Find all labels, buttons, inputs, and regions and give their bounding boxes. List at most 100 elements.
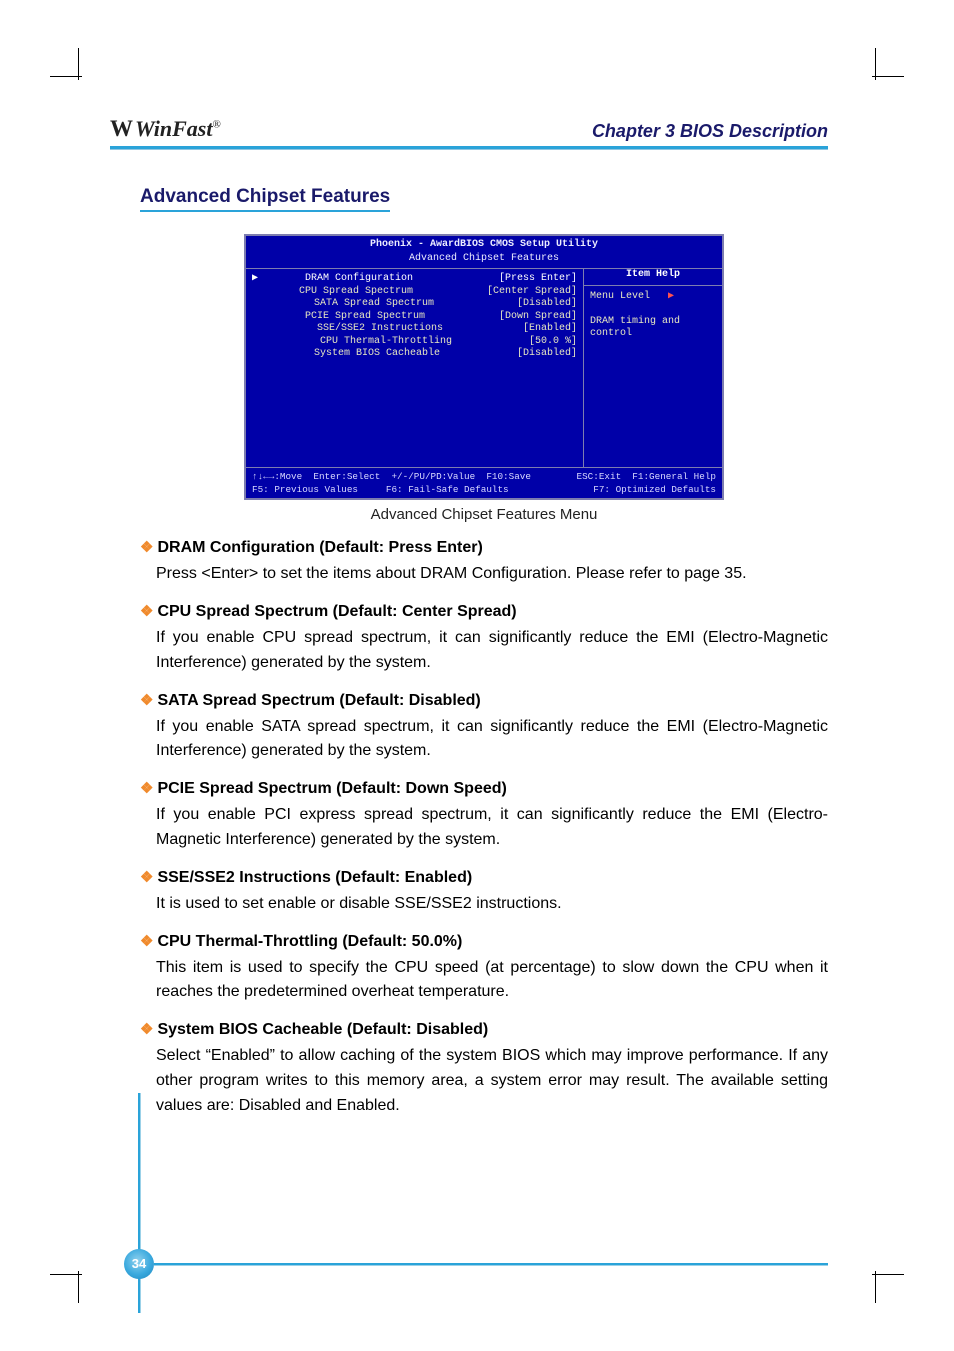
item-title: ❖CPU Thermal-Throttling (Default: 50.0%) [140,933,828,951]
item-title: ❖SSE/SSE2 Instructions (Default: Enabled… [140,869,828,887]
bios-row-value: [50.0 %] [529,336,577,349]
bios-help-line: DRAM timing and [590,316,716,329]
item-body: If you enable SATA spread spectrum, it c… [156,715,828,765]
bios-row-value: [Down Spread] [499,311,577,324]
bios-row-marker-icon [252,286,258,299]
bullet-diamond-icon: ❖ [140,1021,153,1039]
item-body: Select “Enabled” to allow caching of the… [156,1044,828,1118]
item-title: ❖SATA Spread Spectrum (Default: Disabled… [140,692,828,710]
bios-row-value: [Disabled] [517,348,577,361]
item-title-text: PCIE Spread Spectrum (Default: Down Spee… [157,780,506,798]
bios-row-label: SATA Spread Spectrum [314,298,464,311]
bios-row-marker-icon [252,348,258,361]
brand-logo: WWinFast® [110,116,221,142]
description-item: ❖DRAM Configuration (Default: Press Ente… [140,539,828,587]
bios-row-marker-icon [252,336,258,349]
bios-help-title: Item Help [584,269,722,286]
bios-row-label: System BIOS Cacheable [314,348,464,361]
bios-footer-right: F7: Optimized Defaults [593,484,716,496]
description-item: ❖SSE/SSE2 Instructions (Default: Enabled… [140,869,828,917]
page: WWinFast® Chapter 3 BIOS Description Adv… [0,0,954,1351]
bios-settings-panel: ▶ DRAM Configuration [Press Enter] CPU Sp… [246,269,584,467]
bios-row-label: DRAM Configuration [305,273,455,286]
item-body: It is used to set enable or disable SSE/… [156,892,828,917]
bios-title-1: Phoenix - AwardBIOS CMOS Setup Utility [246,236,722,253]
bullet-diamond-icon: ❖ [140,539,153,557]
bios-row-value: [Enabled] [523,323,577,336]
description-items: ❖DRAM Configuration (Default: Press Ente… [140,539,828,1118]
brand-name: WinFast [135,116,212,141]
crop-mark-br [848,1247,904,1303]
bios-footer-left: ↑↓←→:Move Enter:Select +/-/PU/PD:Value F… [252,471,577,483]
bullet-diamond-icon: ❖ [140,603,153,621]
item-title: ❖PCIE Spread Spectrum (Default: Down Spe… [140,780,828,798]
item-title: ❖System BIOS Cacheable (Default: Disable… [140,1021,828,1039]
bios-setting-row: ▶ DRAM Configuration [Press Enter] [252,273,577,286]
bios-caption: Advanced Chipset Features Menu [244,506,724,523]
description-item: ❖CPU Thermal-Throttling (Default: 50.0%)… [140,933,828,1006]
bullet-diamond-icon: ❖ [140,692,153,710]
content: Advanced Chipset Features Phoenix - Awar… [140,186,828,1119]
chapter-title: Chapter 3 BIOS Description [592,121,828,142]
bios-title-2: Advanced Chipset Features [246,253,722,269]
bullet-diamond-icon: ❖ [140,869,153,887]
item-title-text: CPU Thermal-Throttling (Default: 50.0%) [157,933,462,951]
item-body: If you enable PCI express spread spectru… [156,803,828,853]
bios-window: Phoenix - AwardBIOS CMOS Setup Utility A… [244,234,724,500]
bullet-diamond-icon: ❖ [140,933,153,951]
item-title-text: CPU Spread Spectrum (Default: Center Spr… [157,603,516,621]
page-header: WWinFast® Chapter 3 BIOS Description [110,116,828,142]
bios-row-label: PCIE Spread Spectrum [305,311,455,324]
bios-row-marker-icon [252,298,258,311]
bios-help-panel: Item Help Menu Level ▶ DRAM timing andco… [584,269,722,467]
description-item: ❖SATA Spread Spectrum (Default: Disabled… [140,692,828,765]
page-number-badge: 34 [124,1249,154,1279]
bios-footer-row: F5: Previous Values F6: Fail-Safe Defaul… [252,484,716,496]
bios-row-value: [Center Spread] [487,286,577,299]
bios-body: ▶ DRAM Configuration [Press Enter] CPU Sp… [246,268,722,467]
footer-rule [154,1263,828,1265]
crop-mark-tr [848,48,904,104]
item-title-text: SATA Spread Spectrum (Default: Disabled) [157,692,480,710]
item-body: This item is used to specify the CPU spe… [156,956,828,1006]
item-title-text: DRAM Configuration (Default: Press Enter… [157,539,482,557]
bios-row-marker-icon [252,311,258,324]
description-item: ❖System BIOS Cacheable (Default: Disable… [140,1021,828,1118]
description-item: ❖PCIE Spread Spectrum (Default: Down Spe… [140,780,828,853]
bios-setting-row: CPU Thermal-Throttling [50.0 %] [252,336,577,349]
item-title: ❖CPU Spread Spectrum (Default: Center Sp… [140,603,828,621]
crop-mark-bl [50,1247,106,1303]
section-heading: Advanced Chipset Features [140,186,390,212]
bios-setting-row: SSE/SSE2 Instructions [Enabled] [252,323,577,336]
bios-row-label: CPU Spread Spectrum [299,286,449,299]
bios-setting-row: PCIE Spread Spectrum [Down Spread] [252,311,577,324]
bios-footer-row: ↑↓←→:Move Enter:Select +/-/PU/PD:Value F… [252,471,716,483]
bios-row-value: [Disabled] [517,298,577,311]
bios-screenshot: Phoenix - AwardBIOS CMOS Setup Utility A… [244,234,724,523]
bios-setting-row: SATA Spread Spectrum [Disabled] [252,298,577,311]
vertical-accent-line [138,1093,140,1313]
bios-help-line [590,303,716,316]
bios-row-marker-icon: ▶ [252,273,258,286]
arrow-icon: ▶ [668,291,674,302]
crop-mark-tl [50,48,106,104]
item-body: If you enable CPU spread spectrum, it ca… [156,626,828,676]
bios-setting-row: CPU Spread Spectrum [Center Spread] [252,286,577,299]
bios-row-label: SSE/SSE2 Instructions [317,323,467,336]
bios-help-line: Menu Level ▶ [590,291,716,304]
bios-row-label: CPU Thermal-Throttling [320,336,470,349]
bios-footer-right: ESC:Exit F1:General Help [577,471,716,483]
bios-help-lines: Menu Level ▶ DRAM timing andcontrol [590,291,716,341]
item-body: Press <Enter> to set the items about DRA… [156,562,828,587]
item-title-text: System BIOS Cacheable (Default: Disabled… [157,1021,488,1039]
item-title-text: SSE/SSE2 Instructions (Default: Enabled) [157,869,472,887]
header-rule [110,146,828,149]
bios-setting-row: System BIOS Cacheable [Disabled] [252,348,577,361]
bios-footer: ↑↓←→:Move Enter:Select +/-/PU/PD:Value F… [246,467,722,498]
brand-w: W [110,116,133,141]
item-title: ❖DRAM Configuration (Default: Press Ente… [140,539,828,557]
bios-footer-left: F5: Previous Values F6: Fail-Safe Defaul… [252,484,593,496]
brand-reg: ® [212,119,220,131]
bios-row-value: [Press Enter] [499,273,577,286]
description-item: ❖CPU Spread Spectrum (Default: Center Sp… [140,603,828,676]
